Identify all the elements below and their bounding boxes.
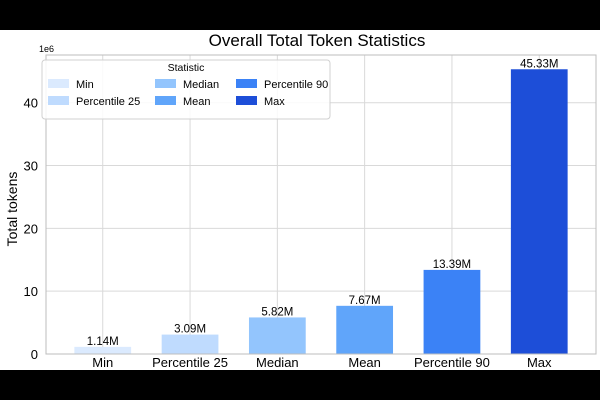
legend-entry-label: Median [183,79,219,91]
bar [423,269,481,354]
legend-entry-label: Percentile 25 [76,96,140,108]
y-tick-label: 20 [24,221,38,236]
legend-swatch [155,79,176,88]
legend-entry-label: Max [264,96,285,108]
bar-value-label: 45.33M [520,58,558,70]
y-axis-label: Total tokens [4,172,20,247]
x-tick-label: Median [256,355,299,370]
x-tick-label: Max [527,355,552,370]
axes: 0 10 20 30 40 Min Percentile 25 Median Mean Perce… [24,54,597,370]
bar [248,317,306,354]
bar [161,334,219,354]
legend-entry-label: Percentile 90 [264,79,328,91]
y-tick-label: 40 [24,96,38,111]
legend-box [41,59,331,120]
legend-swatch [236,96,257,105]
bar [74,346,132,354]
legend-title: Statistic [168,62,205,74]
legend-entry-label: Mean [183,96,211,108]
legend-swatch [155,96,176,105]
x-tick-label: Percentile 90 [414,355,490,370]
legend: Statistic Min Percentile 25 Median Mean Perce… [41,59,331,120]
y-tick-label: 10 [24,284,38,299]
bar-value-label: 13.39M [433,259,471,271]
legend-entry-label: Min [76,79,94,91]
x-tick-label: Min [92,355,113,370]
bars: 1.14M 3.09M 5.82M 7.67M 13.39M 45.33M [74,58,568,354]
y-tick-label: 30 [24,159,38,174]
legend-swatch [48,96,69,105]
bar-value-label: 3.09M [174,324,206,336]
bar [510,69,568,354]
bar-value-label: 5.82M [261,306,293,318]
x-tick-label: Percentile 25 [152,355,228,370]
bar-value-label: 1.14M [87,336,119,348]
bar-chart: Overall Total Token Statistics Total tok… [4,31,597,370]
chart-figure: Overall Total Token Statistics Total tok… [0,30,600,370]
chart-title: Overall Total Token Statistics [209,31,426,50]
bar-value-label: 7.67M [349,295,381,307]
legend-swatch [48,79,69,88]
x-tick-label: Mean [348,355,381,370]
y-axis-offset-label: 1e6 [39,44,54,54]
plot-frame [45,54,597,355]
legend-swatch [236,79,257,88]
y-tick-label: 0 [31,347,38,362]
bar [336,305,394,354]
